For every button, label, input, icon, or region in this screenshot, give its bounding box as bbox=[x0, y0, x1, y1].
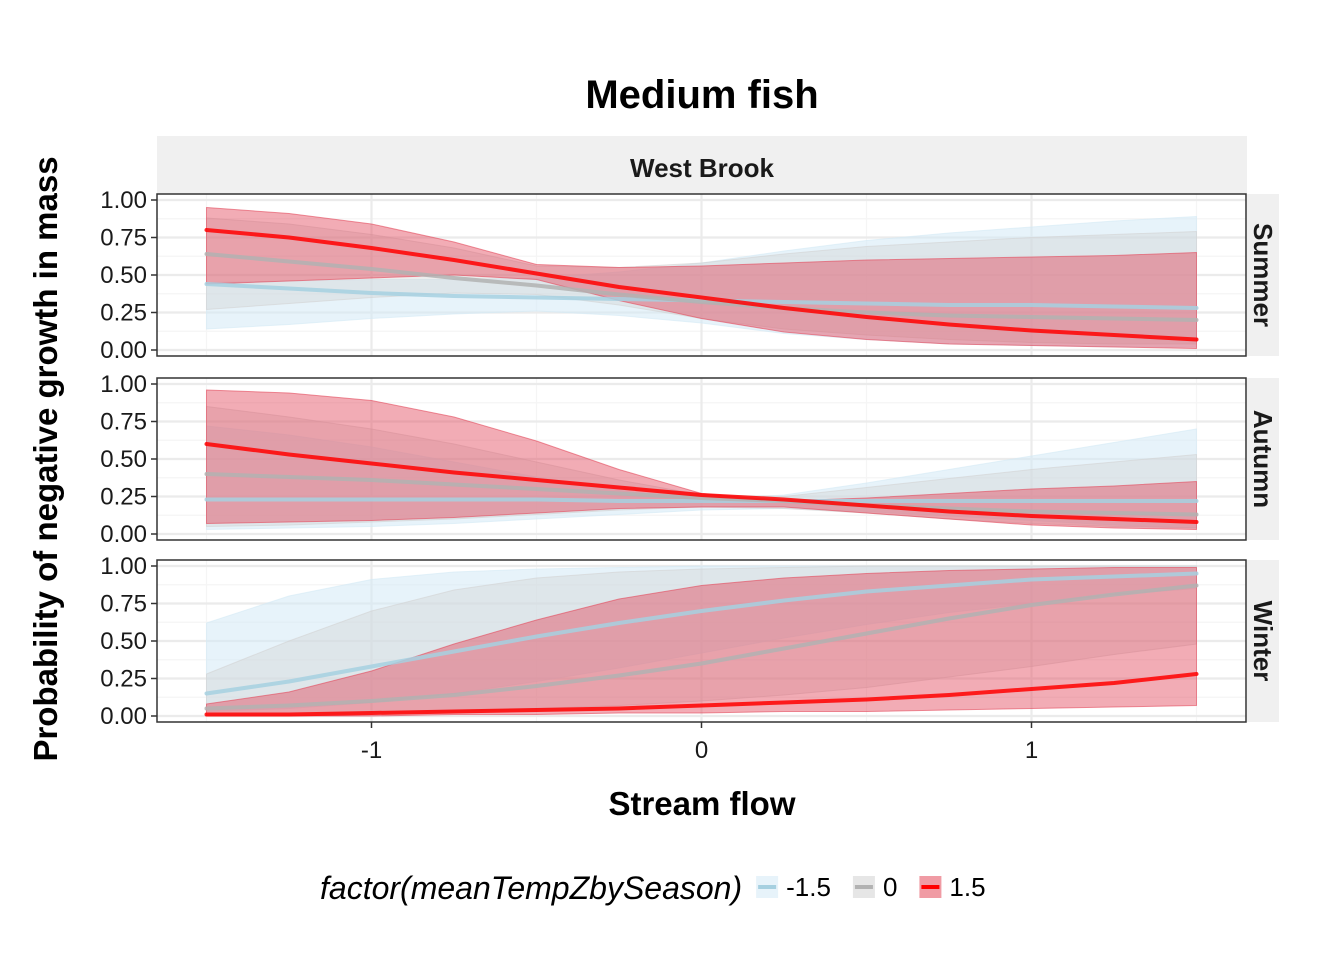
facet-row-strip-background bbox=[1247, 560, 1279, 722]
ribbon-series-1.5 bbox=[206, 206, 1197, 350]
facet-column-strip-background bbox=[157, 136, 1247, 194]
y-tick-label: 0.00 bbox=[100, 703, 147, 730]
legend: factor(meanTempZbySeason) -1.5 0 1.5 bbox=[320, 870, 986, 906]
panels: 0.000.250.500.751.00Summer0.000.250.500.… bbox=[100, 187, 1279, 730]
y-tick-label: 0.00 bbox=[100, 337, 147, 364]
facet-row-strip-background bbox=[1247, 194, 1279, 356]
panel-data bbox=[204, 206, 1199, 350]
panel-data bbox=[204, 565, 1199, 717]
line-series-0 bbox=[204, 252, 1199, 322]
y-axis-title: Probability of negative growth in mass bbox=[27, 156, 64, 761]
legend-label: 1.5 bbox=[949, 872, 985, 902]
panel-data bbox=[204, 389, 1199, 531]
y-tick-label: 0.50 bbox=[100, 262, 147, 289]
panel-autumn: 0.00 0.25 0.50 0.75 1.00 Autumn bbox=[100, 371, 1279, 548]
panel-winter: 0.00 0.25 0.50 0.75 1.00 Winter bbox=[100, 553, 1279, 730]
legend-item-1.5: 1.5 bbox=[919, 872, 986, 902]
chart-title: Medium fish bbox=[585, 73, 818, 117]
y-tick-label: 0.25 bbox=[100, 300, 147, 327]
facet-row-label-winter: Winter bbox=[1248, 601, 1278, 682]
legend-label: -1.5 bbox=[786, 872, 831, 902]
facet-row-label-summer: Summer bbox=[1248, 223, 1278, 327]
line-series-0 bbox=[204, 583, 1199, 711]
x-axis: -1 0 1 bbox=[361, 722, 1038, 764]
y-tick-label: 0.75 bbox=[100, 591, 147, 618]
y-tick-label: 0.50 bbox=[100, 446, 147, 473]
line-series-1.5 bbox=[204, 228, 1199, 342]
facet-row-label-autumn: Autumn bbox=[1248, 410, 1278, 508]
line-series-1.5 bbox=[204, 442, 1199, 524]
ribbon-series-1.5 bbox=[206, 567, 1197, 717]
y-tick-label: 1.00 bbox=[100, 553, 147, 580]
y-tick-label: 0.25 bbox=[100, 484, 147, 511]
legend-label: 0 bbox=[883, 872, 897, 902]
y-tick-label: 1.00 bbox=[100, 371, 147, 398]
x-axis-title: Stream flow bbox=[608, 785, 795, 822]
line-series-0 bbox=[204, 472, 1199, 517]
x-tick-label: 1 bbox=[1025, 737, 1038, 764]
panel-summer: 0.00 0.25 0.50 0.75 1.00 Summer bbox=[100, 187, 1279, 364]
ribbon-series-1.5 bbox=[206, 389, 1197, 531]
line-series-1.5 bbox=[204, 672, 1199, 717]
legend-item--1.5: -1.5 bbox=[756, 872, 831, 902]
line-series--1.5 bbox=[204, 571, 1199, 696]
y-tick-label: 0.75 bbox=[100, 225, 147, 252]
facet-row-strip-background bbox=[1247, 378, 1279, 540]
legend-item-0: 0 bbox=[852, 872, 897, 902]
facet-column-strip: West Brook bbox=[157, 136, 1247, 194]
y-tick-label: 1.00 bbox=[100, 187, 147, 214]
y-tick-label: 0.00 bbox=[100, 521, 147, 548]
y-tick-label: 0.75 bbox=[100, 409, 147, 436]
legend-title: factor(meanTempZbySeason) bbox=[320, 870, 742, 906]
x-tick-label: 0 bbox=[695, 737, 708, 764]
facet-column-label: West Brook bbox=[630, 153, 775, 183]
y-tick-label: 0.25 bbox=[100, 666, 147, 693]
x-tick-label: -1 bbox=[361, 737, 382, 764]
y-tick-label: 0.50 bbox=[100, 628, 147, 655]
line-series--1.5 bbox=[204, 497, 1199, 503]
